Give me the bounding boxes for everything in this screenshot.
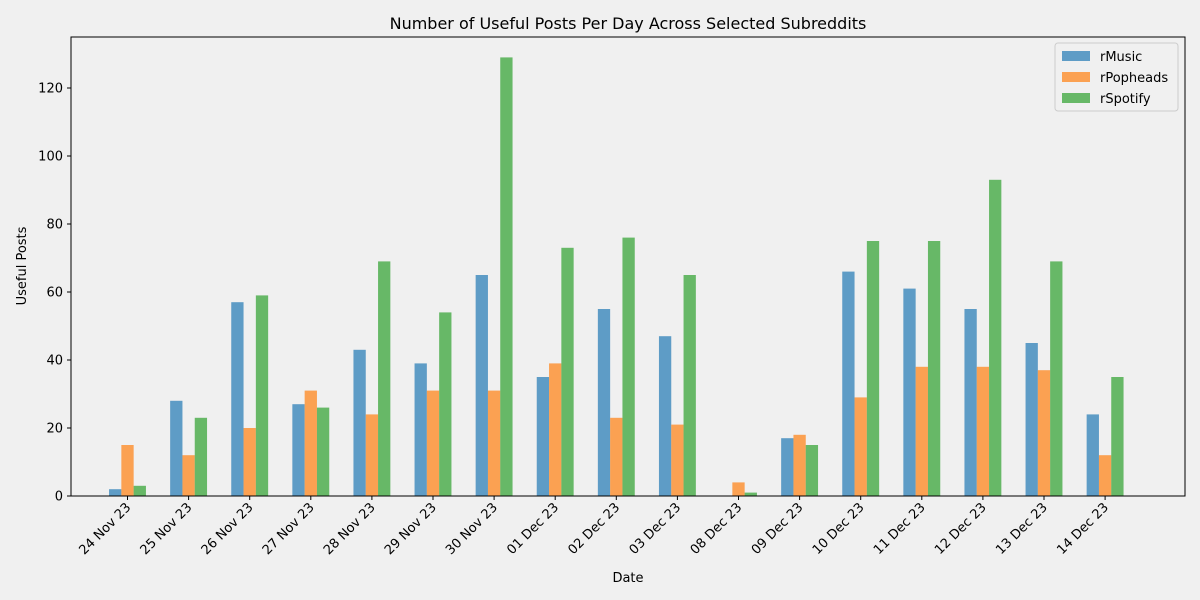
legend: rMusic rPopheads rSpotify (1054, 42, 1179, 112)
bar-rMusic-1 (170, 400, 183, 496)
bar-rMusic-6 (475, 275, 488, 496)
y-tick-label-6: 120 (38, 82, 63, 97)
bar-rMusic-14 (964, 309, 977, 496)
bar-rMusic-0 (109, 489, 122, 496)
plot-frame (70, 36, 1186, 497)
legend-label-rPopheads: rPopheads (1100, 71, 1168, 86)
bar-rPopheads-9 (671, 424, 684, 496)
legend-swatch-rPopheads (1062, 72, 1090, 82)
bar-rPopheads-10 (732, 482, 745, 496)
y-tick-label-3: 60 (46, 286, 63, 301)
bar-rSpotify-12 (866, 241, 880, 496)
bar-rMusic-4 (353, 349, 366, 496)
legend-label-rSpotify: rSpotify (1100, 92, 1151, 107)
bar-rPopheads-11 (793, 434, 806, 496)
bar-rPopheads-13 (915, 366, 928, 496)
bar-rMusic-5 (414, 363, 427, 496)
bar-rPopheads-8 (610, 417, 623, 496)
bar-rSpotify-5 (439, 312, 452, 496)
bar-rPopheads-16 (1098, 455, 1112, 496)
bar-rPopheads-7 (549, 363, 562, 496)
bar-rSpotify-4 (378, 261, 391, 496)
bar-rSpotify-16 (1111, 377, 1124, 496)
bar-rSpotify-11 (805, 445, 819, 496)
bar-rMusic-3 (292, 404, 305, 496)
y-tick-label-5: 100 (38, 150, 63, 165)
bar-rSpotify-0 (133, 485, 146, 496)
y-tick-label-1: 20 (46, 422, 63, 437)
bar-rMusic-7 (536, 377, 550, 496)
bar-rSpotify-3 (316, 407, 330, 496)
bar-rSpotify-7 (561, 247, 574, 496)
bar-rMusic-16 (1086, 414, 1099, 496)
y-axis-label: Useful Posts (15, 226, 30, 305)
bar-rMusic-12 (842, 271, 855, 496)
bar-rPopheads-0 (121, 445, 134, 496)
bar-rPopheads-5 (426, 390, 440, 496)
legend-label-rMusic: rMusic (1100, 50, 1142, 65)
bar-rPopheads-6 (487, 390, 501, 496)
bar-rSpotify-15 (1050, 261, 1063, 496)
legend-swatch-rSpotify (1062, 93, 1090, 103)
bar-rSpotify-6 (500, 57, 513, 497)
bar-rPopheads-3 (304, 390, 317, 496)
bar-rSpotify-2 (255, 295, 269, 496)
bar-rSpotify-8 (622, 237, 635, 496)
bar-rPopheads-12 (854, 397, 867, 496)
bar-rSpotify-13 (927, 241, 941, 496)
bar-rSpotify-1 (194, 417, 208, 496)
bar-rSpotify-10 (744, 492, 757, 496)
bar-rPopheads-2 (243, 428, 256, 496)
bar-rPopheads-14 (976, 366, 990, 496)
y-tick-label-2: 40 (46, 354, 63, 369)
bar-rMusic-15 (1025, 343, 1038, 496)
bar-rMusic-8 (597, 309, 611, 496)
bar-rSpotify-9 (683, 275, 696, 496)
bar-rMusic-13 (903, 288, 916, 496)
bar-rMusic-11 (781, 438, 794, 496)
bar-rSpotify-14 (989, 179, 1002, 497)
x-axis-label: Date (612, 571, 643, 586)
chart-title: Number of Useful Posts Per Day Across Se… (390, 14, 867, 33)
bar-rPopheads-1 (182, 455, 195, 496)
y-tick-label-0: 0 (55, 490, 63, 505)
bar-rPopheads-15 (1037, 370, 1051, 496)
bar-rMusic-2 (231, 302, 244, 496)
legend-swatch-rMusic (1062, 51, 1090, 61)
bar-rMusic-9 (658, 336, 672, 496)
bar-rPopheads-4 (365, 414, 379, 496)
y-tick-label-4: 80 (46, 218, 63, 233)
